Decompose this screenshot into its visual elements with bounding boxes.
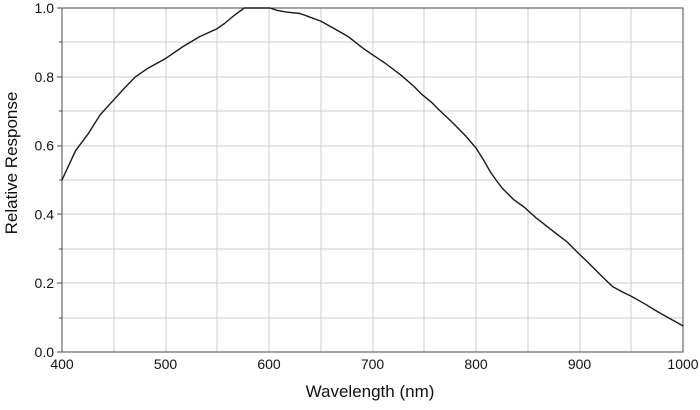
x-tick-label: 700 — [361, 356, 385, 372]
response-curve — [61, 7, 684, 327]
y-tick-label: 0.2 — [35, 275, 55, 291]
y-tick-label: 1.0 — [35, 0, 55, 16]
y-axis-title: Relative Response — [2, 91, 21, 235]
x-tick-label: 400 — [50, 356, 74, 372]
x-axis-title: Wavelength (nm) — [305, 382, 435, 401]
y-tick-label: 0.4 — [35, 206, 55, 222]
x-tick-label: 1000 — [667, 356, 698, 372]
x-tick-label: 500 — [154, 356, 178, 372]
y-tick-label: 0.0 — [35, 344, 55, 360]
y-tick-label: 0.6 — [35, 138, 55, 154]
x-tick-label: 600 — [257, 356, 281, 372]
x-tick-label: 900 — [568, 356, 592, 372]
y-tick-label: 0.8 — [35, 69, 55, 85]
x-tick-label: 800 — [464, 356, 488, 372]
